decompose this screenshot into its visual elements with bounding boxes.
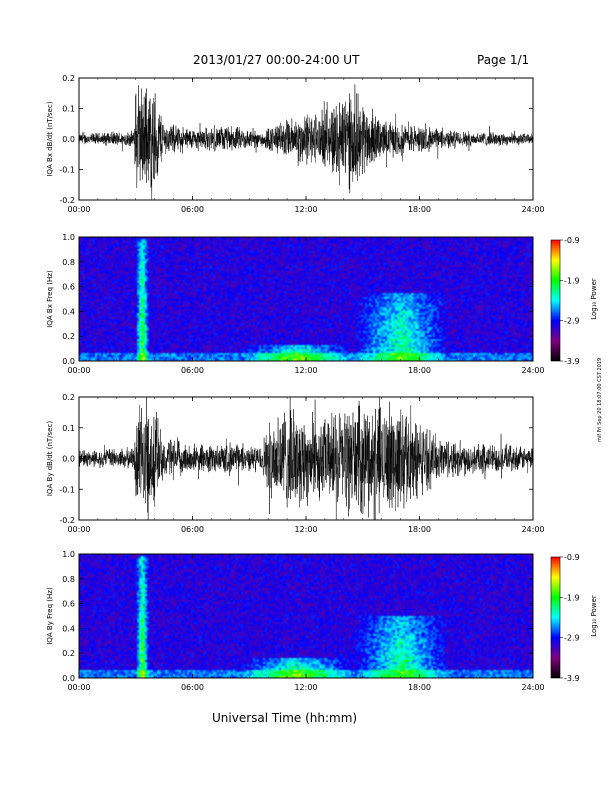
x-tick-label: 00:00 <box>67 366 90 375</box>
colorbar-tick-label: -1.9 <box>564 593 580 602</box>
colorbar-tick-label: -3.9 <box>564 674 580 683</box>
colorbar-tick-label: -1.9 <box>564 276 580 285</box>
x-tick-label: 00:00 <box>67 525 90 534</box>
y-tick-label: 0.8 <box>62 258 75 267</box>
x-axis-title: Universal Time (hh:mm) <box>212 711 358 725</box>
x-tick-label: 24:00 <box>521 366 544 375</box>
colorbar-label: Log₁₀ Power <box>590 278 598 320</box>
y-tick-label: 0.0 <box>62 455 75 464</box>
x-tick-label: 18:00 <box>408 205 431 214</box>
series-line <box>79 84 533 200</box>
colorbar-label: Log₁₀ Power <box>590 595 598 637</box>
x-tick-label: 06:00 <box>181 683 204 692</box>
panel-by-spectrogram: 00:00 06:00 12:00 18:00 24:00 1.0 0.8 0.6 0.4 0.2… <box>46 550 545 692</box>
colorbar <box>550 239 561 362</box>
y-tick-label: 0.6 <box>62 283 75 292</box>
y-tick-label: 0.2 <box>62 74 75 83</box>
y-tick-label: 0.2 <box>62 332 75 341</box>
y-tick-label: 0.4 <box>62 307 75 316</box>
colorbar <box>550 556 561 679</box>
panel-by-waveform: 00:00 06:00 12:00 18:00 24:00 0.2 0.1 0.0 -0.1 -0… <box>46 393 545 534</box>
y-tick-label: 0.4 <box>62 624 75 633</box>
y-axis-label: IQA By dB/dt (nT/sec) <box>46 421 54 496</box>
x-tick-label: 24:00 <box>521 525 544 534</box>
page-title: 2013/01/27 00:00-24:00 UT <box>193 53 360 67</box>
x-tick-label: 18:00 <box>408 366 431 375</box>
y-axis-label: IQA Bx Freq (Hz) <box>46 270 54 328</box>
y-tick-label: 0.2 <box>62 649 75 658</box>
series-line <box>79 397 533 520</box>
side-stamp: mif Fri Sep 20 18:07:00 CST 2019 <box>597 357 603 442</box>
y-tick-label: 0.8 <box>62 575 75 584</box>
y-tick-label: -0.1 <box>59 166 75 175</box>
x-tick-label: 24:00 <box>521 683 544 692</box>
y-tick-label: 1.0 <box>62 550 75 559</box>
y-tick-label: 0.6 <box>62 600 75 609</box>
x-tick-label: 00:00 <box>67 205 90 214</box>
x-tick-label: 12:00 <box>294 525 317 534</box>
x-tick-label: 18:00 <box>408 683 431 692</box>
x-tick-label: 24:00 <box>521 205 544 214</box>
x-tick-label: 06:00 <box>181 525 204 534</box>
x-tick-label: 12:00 <box>294 205 317 214</box>
y-tick-label: 0.1 <box>62 105 75 114</box>
y-tick-label: 0.0 <box>62 135 75 144</box>
colorbar-tick-label: -2.9 <box>564 634 580 643</box>
page-number: Page 1/1 <box>477 53 530 67</box>
y-axis-label: IQA Bx dB/dt (nT/sec) <box>46 101 54 176</box>
y-tick-label: 0.0 <box>62 674 75 683</box>
colorbar-tick-label: -2.9 <box>564 317 580 326</box>
y-tick-label: -0.1 <box>59 485 75 494</box>
colorbar-tick-label: -0.9 <box>564 236 580 245</box>
spectrogram-image <box>79 554 533 678</box>
x-tick-label: 12:00 <box>294 683 317 692</box>
x-tick-label: 12:00 <box>294 366 317 375</box>
x-tick-label: 06:00 <box>181 205 204 214</box>
panel-bx-spectrogram: 00:00 06:00 12:00 18:00 24:00 1.0 0.8 0.6 0.4 0.2… <box>46 233 545 375</box>
y-tick-label: 0.1 <box>62 424 75 433</box>
colorbar-tick-label: -0.9 <box>564 553 580 562</box>
x-tick-label: 18:00 <box>408 525 431 534</box>
x-tick-label: 00:00 <box>67 683 90 692</box>
y-axis-label: IQA By Freq (Hz) <box>46 587 54 645</box>
x-tick-label: 06:00 <box>181 366 204 375</box>
spectrogram-image <box>79 237 533 361</box>
y-tick-label: 0.2 <box>62 393 75 402</box>
colorbar-tick-label: -3.9 <box>564 357 580 366</box>
y-tick-label: -0.2 <box>59 196 75 205</box>
y-tick-label: 0.0 <box>62 357 75 366</box>
y-tick-label: -0.2 <box>59 516 75 525</box>
panel-bx-waveform: 00:00 06:00 12:00 18:00 24:00 0.2 0.1 0.0 -0.1 -0… <box>46 74 545 214</box>
y-tick-label: 1.0 <box>62 233 75 242</box>
